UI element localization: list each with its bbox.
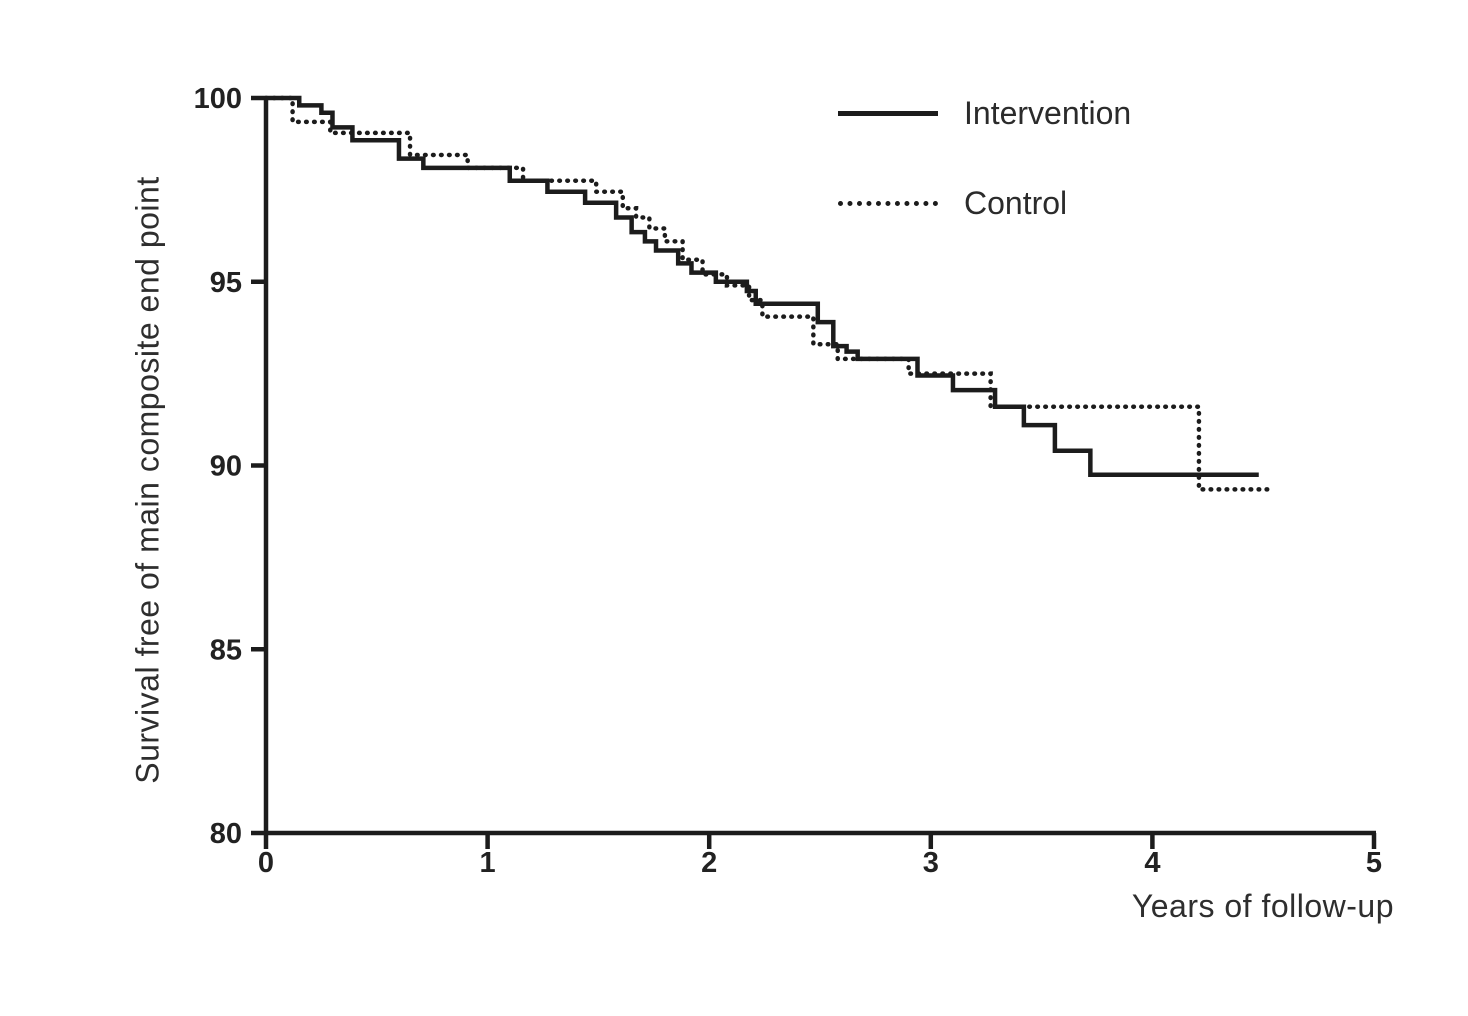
y-tick-label-85: 85 xyxy=(210,634,242,666)
y-tick-label-95: 95 xyxy=(210,267,242,299)
x-tick-label-2: 2 xyxy=(701,847,717,879)
legend-label-intervention: Intervention xyxy=(964,94,1132,131)
x-tick-label-0: 0 xyxy=(258,847,274,879)
series-line-intervention xyxy=(266,95,1259,477)
x-tick-label-4: 4 xyxy=(1144,847,1160,879)
x-tick-label-3: 3 xyxy=(923,847,939,879)
y-tick-label-80: 80 xyxy=(210,818,242,850)
solid-line-icon xyxy=(838,110,938,116)
legend-item-intervention: Intervention xyxy=(838,90,1131,136)
chart-legend: Intervention Control xyxy=(838,90,1131,270)
y-axis-title: Survival free of main composite end poin… xyxy=(129,176,166,784)
x-axis-title: Years of follow-up xyxy=(1131,888,1394,924)
legend-label-control: Control xyxy=(964,184,1068,221)
x-tick-label-1: 1 xyxy=(480,847,496,879)
dotted-line-icon xyxy=(838,200,938,206)
y-tick-label-90: 90 xyxy=(210,451,242,483)
series-line-control xyxy=(263,95,1275,492)
legend-item-control: Control xyxy=(838,180,1131,226)
axis-frame xyxy=(263,96,1376,836)
x-tick-label-5: 5 xyxy=(1366,847,1382,879)
y-tick-label-100: 100 xyxy=(194,83,242,115)
